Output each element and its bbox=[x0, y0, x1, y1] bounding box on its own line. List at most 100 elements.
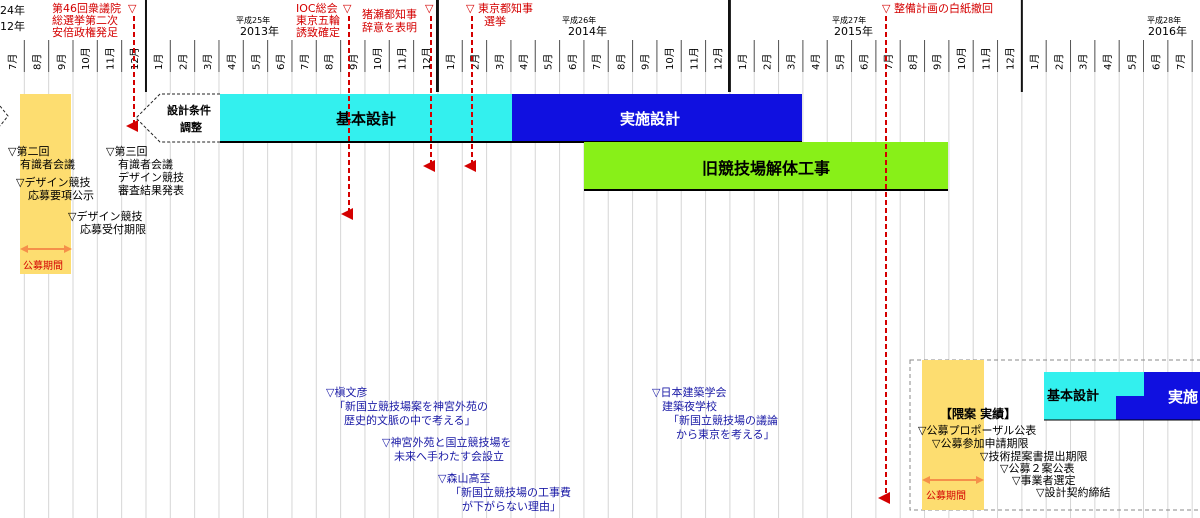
month-label: 9月 bbox=[348, 54, 360, 70]
month-label: 4月 bbox=[1102, 54, 1114, 70]
event-markers: 第46回衆議院 総選挙第二次 安倍政権発足 ▽ IOC総会 東京五輪 誘致確定 … bbox=[52, 1, 993, 504]
month-label: 11月 bbox=[980, 47, 992, 70]
new-plan-public-period bbox=[922, 360, 984, 510]
detailed-design-bar bbox=[512, 94, 802, 142]
month-label: 12月 bbox=[421, 47, 433, 70]
month-label: 8月 bbox=[615, 54, 627, 70]
new-plan-period-arrow-left bbox=[922, 476, 930, 484]
new-plan-basic-design-bar bbox=[1044, 372, 1116, 420]
new-plan-step-1: ▽公募プロポーザル公表 bbox=[918, 423, 1036, 437]
month-label: 1月 bbox=[445, 54, 457, 70]
month-label: 5月 bbox=[542, 54, 554, 70]
year-label-2013: 2013年 bbox=[240, 24, 279, 38]
public-period-arrow-right-head bbox=[64, 245, 72, 253]
design-conditions-phase: 設計条件 調整 bbox=[135, 93, 220, 143]
design-conditions-label: 設計条件 bbox=[167, 103, 211, 117]
month-label: 6月 bbox=[567, 54, 579, 70]
month-label: 5月 bbox=[834, 54, 846, 70]
month-label: 9月 bbox=[932, 54, 944, 70]
month-label: 6月 bbox=[1151, 54, 1163, 70]
month-label: 10月 bbox=[80, 47, 92, 70]
public-period-label: 公募期間 bbox=[23, 259, 63, 272]
month-label: 10月 bbox=[664, 47, 676, 70]
event-election-marker: ▽ bbox=[128, 2, 137, 15]
event-election-line2: 総選挙第二次 bbox=[52, 13, 118, 27]
event-governor-line1: ▽ 東京都知事 bbox=[466, 1, 533, 15]
month-label: 3月 bbox=[786, 54, 798, 70]
note-deadline-2: 応募受付期限 bbox=[80, 222, 146, 236]
public-period-box bbox=[20, 94, 71, 274]
month-label: 11月 bbox=[688, 47, 700, 70]
month-label: 7月 bbox=[7, 54, 19, 70]
month-label: 1月 bbox=[737, 54, 749, 70]
event-ioc-line1: IOC総会 bbox=[296, 1, 338, 15]
note-moriyama-3: が下がらない理由」 bbox=[462, 499, 561, 513]
month-label: 2月 bbox=[177, 54, 189, 70]
demolition-label: 旧競技場解体工事 bbox=[702, 159, 830, 178]
month-label: 4月 bbox=[226, 54, 238, 70]
month-label: 8月 bbox=[31, 54, 43, 70]
note-third-meeting-1: ▽第三回 bbox=[106, 144, 147, 158]
era-label-h27: 平成27年 bbox=[832, 15, 866, 25]
note-moriyama-2: 「新国立競技場の工事費 bbox=[450, 485, 571, 499]
new-plan-step-5: ▽事業者選定 bbox=[1012, 473, 1075, 487]
era-label-h26: 平成26年 bbox=[562, 15, 596, 25]
month-label: 3月 bbox=[202, 54, 214, 70]
event-governor-line2: 選挙 bbox=[484, 15, 506, 28]
month-label: 5月 bbox=[1126, 54, 1138, 70]
notes-blue: ▽槇文彦 「新国立競技場案を神宮外苑の 歴史的文脈の中で考える」 ▽神宮外苑と国… bbox=[326, 385, 778, 513]
new-plan-detailed-design-label: 実施 bbox=[1168, 388, 1198, 406]
new-plan-step-2: ▽公募参加申請期限 bbox=[932, 436, 1028, 450]
new-plan-step-6: ▽設計契約締結 bbox=[1036, 485, 1110, 499]
year-boundaries bbox=[144, 0, 1023, 92]
month-label: 8月 bbox=[907, 54, 919, 70]
event-election-line1: 第46回衆議院 bbox=[52, 1, 121, 15]
note-third-meeting-2: 有識者会議 bbox=[118, 157, 173, 171]
note-maki-3: 歴史的文脈の中で考える」 bbox=[344, 413, 476, 427]
event-ioc-marker: ▽ bbox=[343, 2, 352, 15]
new-plan-step-4: ▽公募２案公表 bbox=[1000, 461, 1074, 475]
month-label: 8月 bbox=[323, 54, 335, 70]
new-plan-basic-design-overlap bbox=[1116, 372, 1144, 396]
month-label: 11月 bbox=[104, 47, 116, 70]
year-label-2016: 2016年 bbox=[1148, 24, 1187, 38]
month-label: 7月 bbox=[299, 54, 311, 70]
month-label: 1月 bbox=[153, 54, 165, 70]
design-conditions-label-2: 調整 bbox=[180, 120, 202, 134]
year-label-2014: 2014年 bbox=[568, 24, 607, 38]
event-inose-marker: ▽ bbox=[425, 2, 434, 15]
design-conditions-shape bbox=[135, 93, 220, 143]
notes-left: ▽第二回 有識者会議 ▽デザイン競技 応募要項公示 ▽デザイン競技 応募受付期限… bbox=[8, 144, 184, 236]
year-labels: 24年 12年 平成25年 2013年 平成26年 2014年 平成27年 20… bbox=[0, 3, 1187, 38]
month-label: 9月 bbox=[640, 54, 652, 70]
year-label-2012: 24年 bbox=[0, 3, 25, 17]
month-label: 11月 bbox=[396, 47, 408, 70]
month-label: 10月 bbox=[956, 47, 968, 70]
month-label: 6月 bbox=[859, 54, 871, 70]
note-maki-2: 「新国立競技場案を神宮外苑の bbox=[334, 399, 488, 413]
phase-bars: 基本設計 実施設計 旧競技場解体工事 bbox=[220, 94, 948, 191]
month-labels: 7月 8月 9月 10月 11月 12月 1月 2月 3月 4月 5月 6月 7月 8月 9月 10月 11月 1… bbox=[7, 47, 1187, 70]
month-label: 3月 bbox=[1078, 54, 1090, 70]
month-label: 12月 bbox=[1005, 47, 1017, 70]
month-label: 4月 bbox=[518, 54, 530, 70]
new-plan-title: 【隈案 実績】 bbox=[940, 406, 1016, 421]
month-label: 5月 bbox=[250, 54, 262, 70]
public-period-arrow-left-head bbox=[20, 245, 28, 253]
month-label: 4月 bbox=[810, 54, 822, 70]
new-plan-basic-design-label: 基本設計 bbox=[1046, 388, 1099, 404]
event-ioc-line3: 誘致確定 bbox=[296, 25, 340, 39]
month-label: 10月 bbox=[372, 47, 384, 70]
month-label: 1月 bbox=[1029, 54, 1041, 70]
month-label: 9月 bbox=[56, 54, 68, 70]
month-label: 2月 bbox=[761, 54, 773, 70]
note-aij-3: 「新国立競技場の議論 bbox=[668, 413, 778, 427]
month-label: 6月 bbox=[275, 54, 287, 70]
month-label: 7月 bbox=[591, 54, 603, 70]
detailed-design-label: 実施設計 bbox=[620, 110, 680, 128]
new-plan-step-3: ▽技術提案書提出期限 bbox=[980, 449, 1087, 463]
note-second-meeting-2: 有識者会議 bbox=[20, 157, 75, 171]
event-ioc-line2: 東京五輪 bbox=[296, 13, 340, 27]
note-aij-4: から東京を考える」 bbox=[676, 427, 775, 441]
